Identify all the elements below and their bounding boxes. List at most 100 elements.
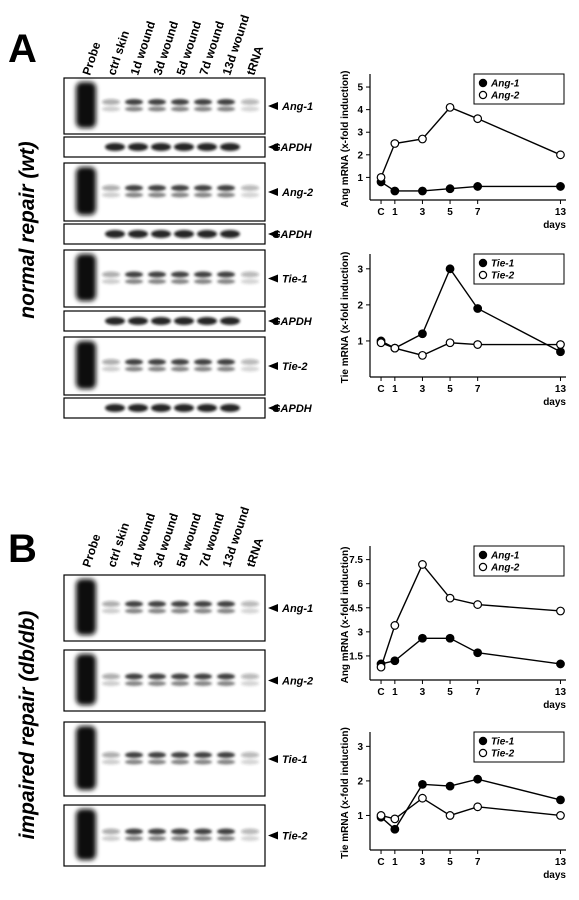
x-tick-label: 13 bbox=[555, 384, 567, 395]
blot-frame bbox=[63, 162, 266, 222]
data-point bbox=[445, 338, 455, 348]
condition-label: impaired repair (db/db) bbox=[16, 611, 39, 840]
blot-frame bbox=[63, 574, 266, 642]
blot-frame bbox=[63, 77, 266, 135]
band bbox=[197, 143, 217, 151]
y-tick-label: 7.5 bbox=[349, 555, 363, 566]
band bbox=[194, 752, 212, 758]
y-tick-label: 1 bbox=[357, 811, 363, 822]
blot-bands bbox=[105, 317, 240, 325]
band bbox=[241, 828, 259, 835]
band bbox=[102, 359, 120, 365]
data-point bbox=[445, 781, 455, 791]
band bbox=[125, 752, 143, 758]
data-point bbox=[418, 350, 427, 360]
band bbox=[148, 279, 166, 284]
blot-label: GAPDH bbox=[272, 142, 313, 154]
data-point bbox=[376, 811, 386, 820]
band bbox=[171, 601, 189, 607]
data-point bbox=[390, 824, 400, 834]
series-line bbox=[380, 563, 561, 668]
data-point bbox=[390, 621, 400, 630]
band bbox=[194, 279, 212, 284]
y-tick-label: 1 bbox=[357, 336, 363, 347]
probe-smear bbox=[76, 82, 96, 128]
blot-label: GAPDH bbox=[272, 316, 313, 328]
y-axis-label: Tie mRNA (x-fold induction) bbox=[340, 252, 351, 384]
arrowhead bbox=[268, 362, 278, 370]
band bbox=[125, 99, 143, 105]
blot-label: Ang-1 bbox=[281, 101, 313, 113]
data-point bbox=[473, 648, 483, 658]
band bbox=[241, 192, 259, 198]
x-axis-label: days bbox=[543, 700, 566, 711]
arrowhead bbox=[268, 676, 278, 685]
series-line bbox=[380, 778, 561, 831]
legend-label: Tie-2 bbox=[491, 749, 515, 760]
band bbox=[217, 185, 235, 191]
data-point bbox=[445, 264, 455, 274]
band bbox=[171, 759, 189, 765]
data-point bbox=[473, 304, 483, 313]
data-point bbox=[418, 560, 427, 569]
band bbox=[102, 279, 120, 284]
blot-frame bbox=[63, 804, 266, 867]
data-point bbox=[418, 186, 427, 196]
band bbox=[194, 366, 212, 372]
band bbox=[102, 366, 120, 372]
lane-label: Probe bbox=[80, 532, 104, 569]
data-point bbox=[473, 600, 483, 609]
band bbox=[128, 143, 148, 151]
band bbox=[148, 836, 166, 841]
blot-bands bbox=[102, 752, 259, 765]
band bbox=[102, 836, 120, 841]
band bbox=[197, 317, 217, 325]
band bbox=[102, 271, 120, 278]
band bbox=[171, 836, 189, 841]
blot-bands bbox=[105, 143, 240, 151]
band bbox=[102, 828, 120, 835]
data-point bbox=[418, 329, 427, 339]
y-tick-label: 3 bbox=[357, 742, 363, 753]
band bbox=[220, 230, 240, 238]
band bbox=[217, 828, 235, 835]
data-point bbox=[473, 182, 483, 191]
band bbox=[241, 608, 259, 614]
band bbox=[217, 759, 235, 765]
band bbox=[217, 99, 235, 105]
band bbox=[194, 673, 212, 680]
band bbox=[125, 279, 143, 284]
blot-bands bbox=[102, 185, 259, 198]
blot-frame bbox=[63, 336, 266, 396]
band bbox=[148, 185, 166, 191]
x-tick-label: 7 bbox=[475, 384, 481, 395]
y-tick-label: 3 bbox=[357, 627, 363, 638]
data-point bbox=[376, 338, 386, 348]
band bbox=[174, 230, 194, 238]
data-point bbox=[418, 633, 427, 643]
band bbox=[148, 601, 166, 607]
band bbox=[151, 317, 171, 325]
series-line bbox=[380, 637, 561, 665]
legend-label: Ang-1 bbox=[490, 551, 520, 562]
data-point bbox=[556, 347, 565, 357]
band bbox=[220, 143, 240, 151]
x-tick-label: 1 bbox=[392, 857, 398, 868]
x-axis-label: days bbox=[543, 397, 566, 408]
legend-box bbox=[473, 545, 565, 577]
series-line bbox=[380, 342, 561, 357]
band bbox=[125, 359, 143, 365]
data-point bbox=[376, 173, 386, 182]
band bbox=[171, 673, 189, 680]
band bbox=[241, 752, 259, 758]
band bbox=[241, 185, 259, 191]
band bbox=[171, 192, 189, 198]
band bbox=[217, 279, 235, 284]
band bbox=[217, 601, 235, 607]
band bbox=[102, 99, 120, 105]
band bbox=[148, 828, 166, 835]
band bbox=[105, 317, 125, 325]
x-tick-label: 5 bbox=[447, 687, 453, 698]
band bbox=[241, 836, 259, 841]
legend-marker bbox=[478, 562, 488, 572]
